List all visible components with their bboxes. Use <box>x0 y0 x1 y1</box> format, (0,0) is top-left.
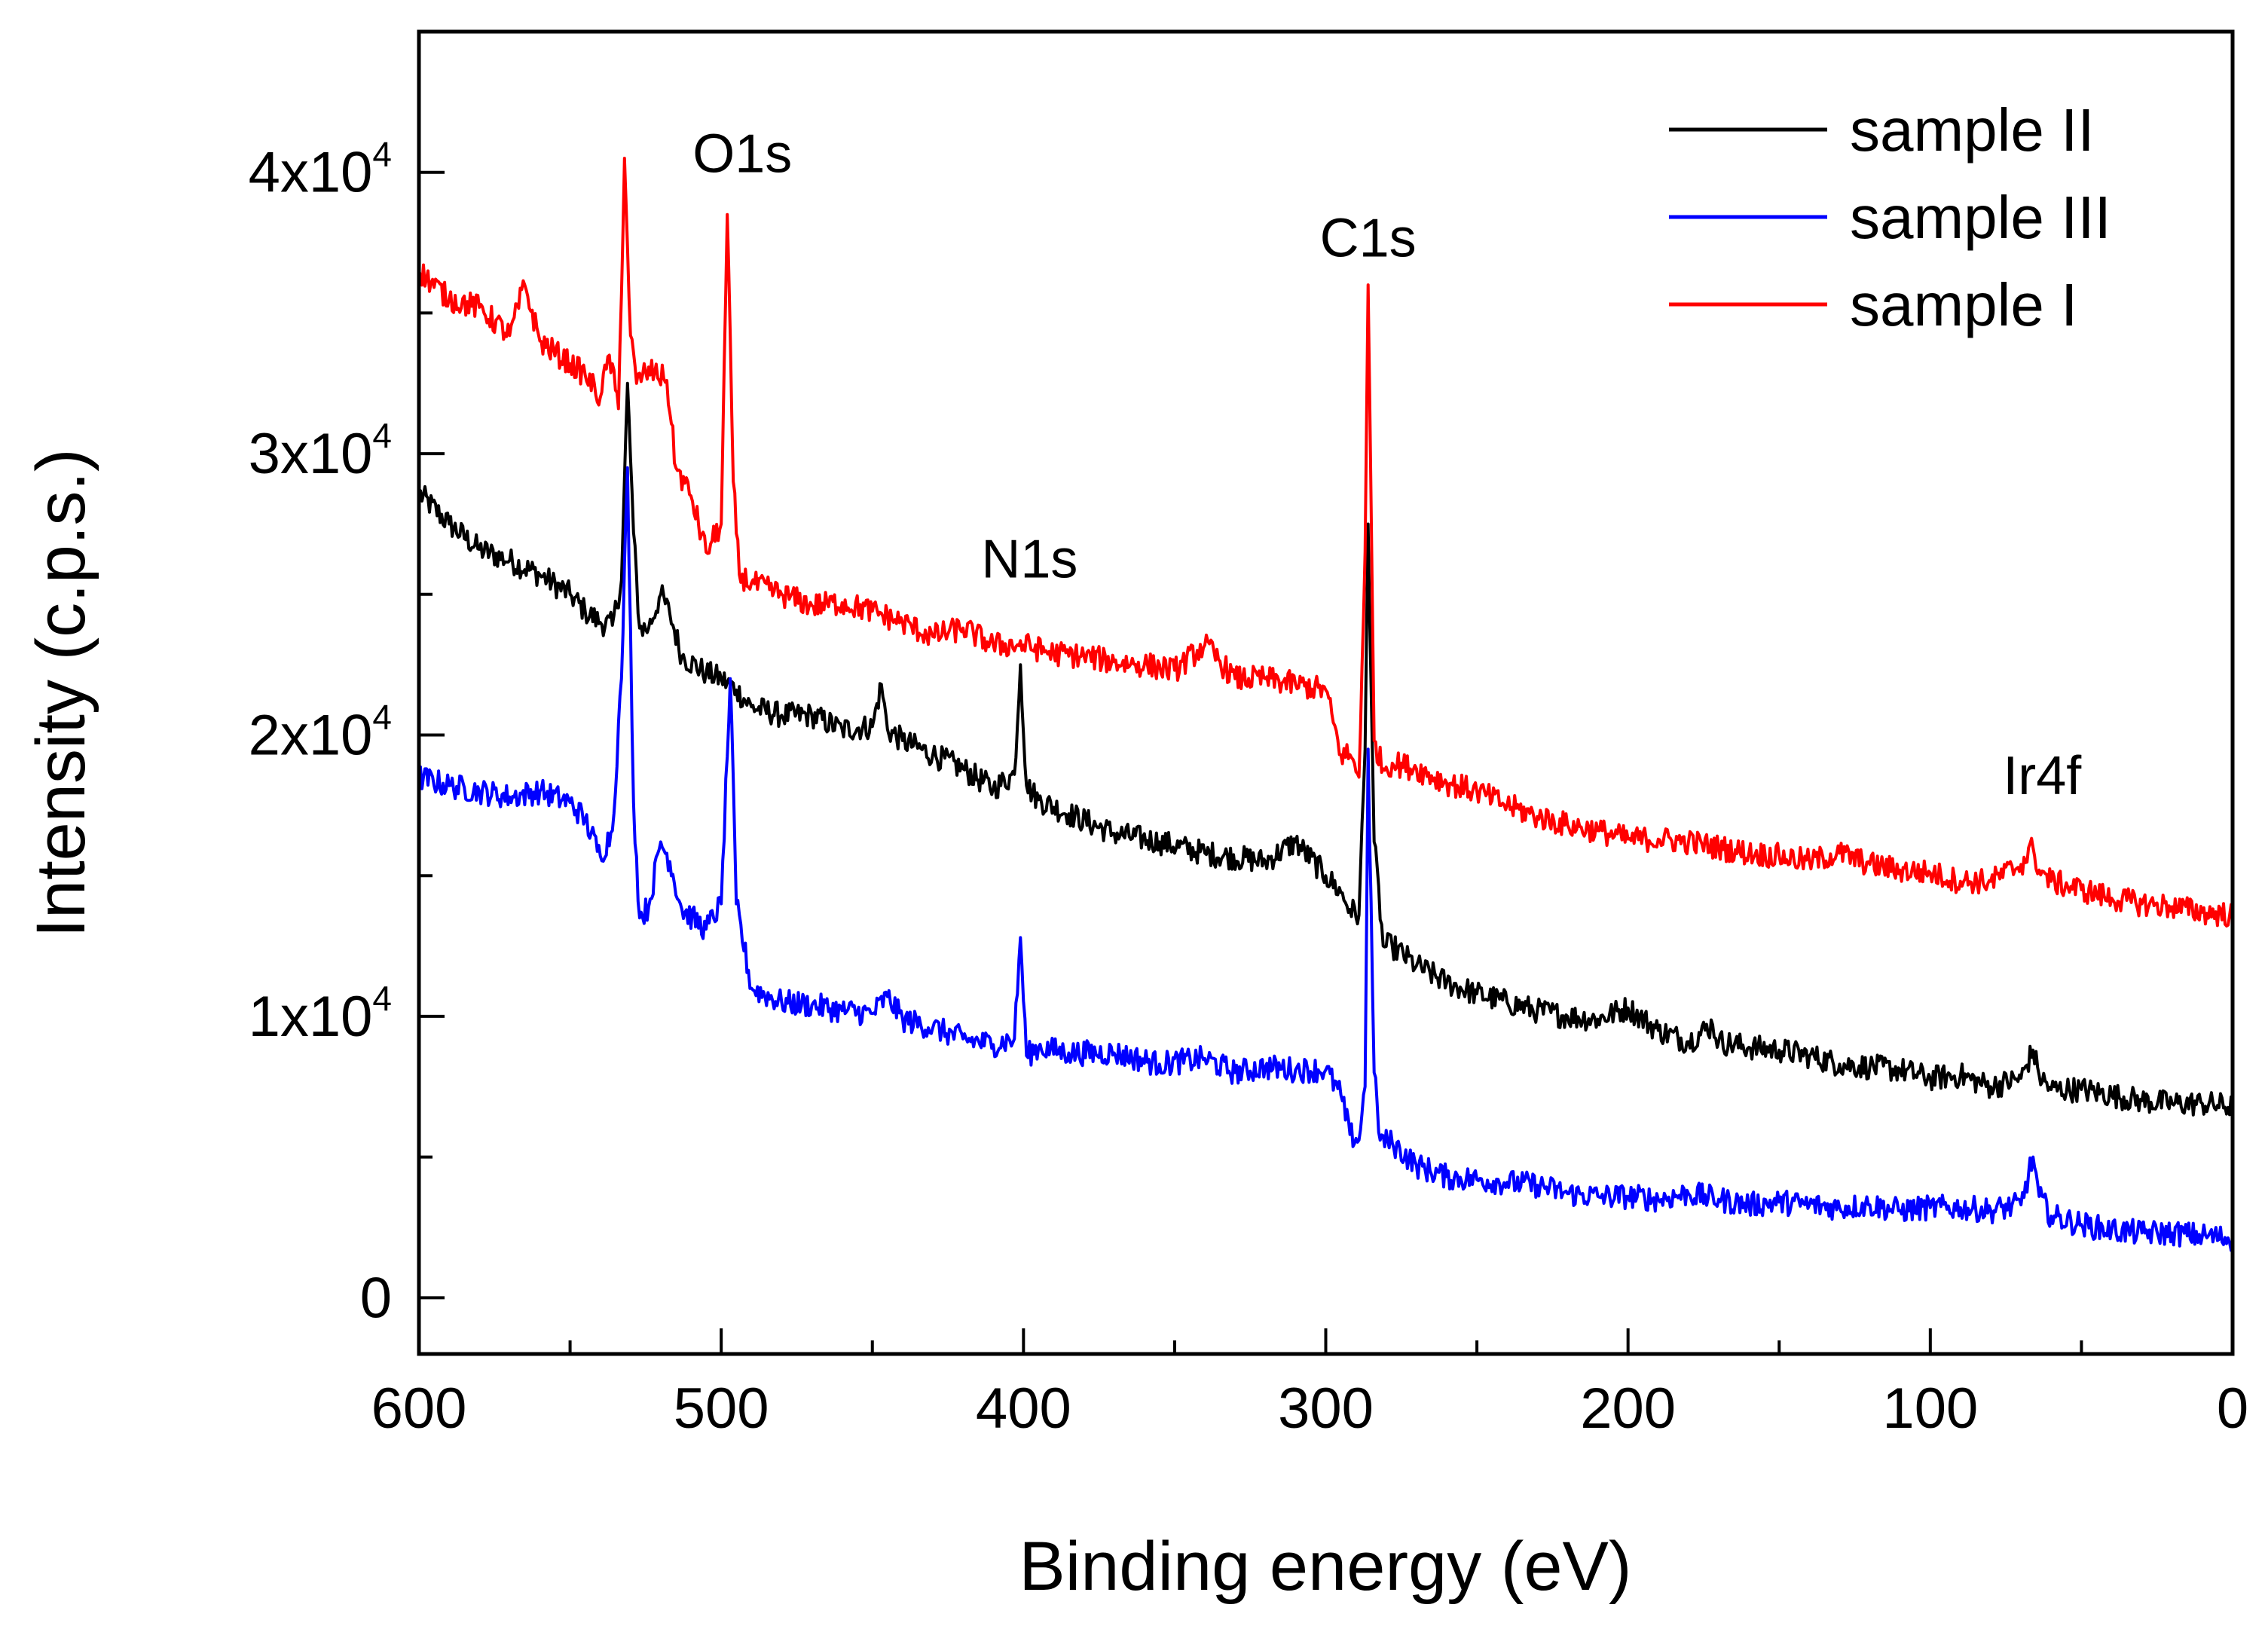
peak-label-ir4f: Ir4f <box>2003 746 2082 806</box>
legend-label-sample-i: sample I <box>1850 271 2077 338</box>
y-tick-label: 2x104 <box>249 698 392 768</box>
peak-label-n1s: N1s <box>981 529 1077 589</box>
y-tick-label: 3x104 <box>249 416 392 486</box>
peak-label-o1s: O1s <box>692 124 792 185</box>
legend-label-sample-ii: sample II <box>1850 96 2095 164</box>
legend-label-sample-iii: sample III <box>1850 184 2111 251</box>
series-line-sample-i <box>417 157 2234 928</box>
y-tick-label: 0 <box>360 1266 392 1330</box>
peak-label-c1s: C1s <box>1320 209 1417 269</box>
x-axis-title: Binding energy (eV) <box>1019 1528 1631 1605</box>
x-tick-label: 600 <box>371 1377 467 1441</box>
annotation-layer: O1s N1s C1s Ir4f <box>692 124 2082 806</box>
legend: sample II sample III sample I <box>1669 96 2111 338</box>
series-line-sample-ii <box>417 381 2234 1117</box>
x-tick-label: 400 <box>976 1377 1071 1441</box>
x-tick-label: 300 <box>1278 1377 1374 1441</box>
series-line-sample-iii <box>417 466 2234 1252</box>
x-tick-label: 500 <box>674 1377 769 1441</box>
x-tick-label: 100 <box>1882 1377 1978 1441</box>
y-tick-label: 4x104 <box>249 135 392 205</box>
y-axis-title: Intensity (c.p.s.) <box>23 448 99 937</box>
x-tick-label: 0 <box>2217 1377 2248 1441</box>
y-tick-label: 1x104 <box>249 979 392 1049</box>
series-layer <box>417 157 2234 1252</box>
x-tick-label: 200 <box>1580 1377 1676 1441</box>
tick-layer: 600 500 400 300 200 100 0 0 1x104 2x104 3x104 4x104 <box>249 30 2248 1441</box>
